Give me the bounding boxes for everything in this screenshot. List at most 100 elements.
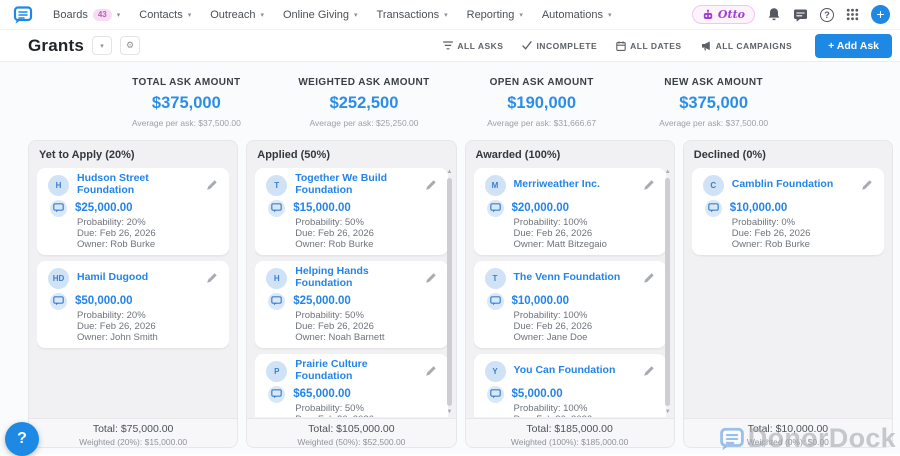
edit-pencil-icon[interactable] (861, 179, 873, 191)
nav-item-outreach[interactable]: Outreach ▾ (210, 9, 264, 21)
due-text: Due: Feb 26, 2026 (514, 321, 655, 332)
grant-name-link[interactable]: Camblin Foundation (732, 179, 853, 191)
nav-item-contacts[interactable]: Contacts ▾ (139, 9, 191, 21)
probability-text: Probability: 20% (77, 310, 218, 321)
grant-card[interactable]: Y You Can Foundation $5,000.00 Probabili… (474, 354, 666, 417)
edit-pencil-icon[interactable] (206, 179, 218, 191)
grant-card[interactable]: HD Hamil Dugood $50,000.00 Probability: … (37, 261, 229, 348)
column-footer: Total: $75,000.00 Weighted (20%): $15,00… (29, 418, 237, 447)
ask-amount[interactable]: $25,000.00 (293, 295, 351, 307)
board-switcher-button[interactable]: ▾ (92, 36, 112, 55)
ask-bubble-icon (50, 200, 67, 217)
ask-amount[interactable]: $5,000.00 (512, 388, 563, 400)
nav-item-transactions[interactable]: Transactions ▾ (377, 9, 448, 21)
grant-card[interactable]: T The Venn Foundation $10,000.00 Probabi… (474, 261, 666, 348)
grant-card[interactable]: C Camblin Foundation $10,000.00 Probabil… (692, 168, 884, 255)
grant-name-link[interactable]: Prairie Culture Foundation (295, 359, 416, 382)
grant-card[interactable]: H Helping Hands Foundation $25,000.00 Pr… (255, 261, 447, 348)
probability-text: Probability: 100% (514, 403, 655, 414)
quick-add-button[interactable]: + (871, 5, 890, 24)
edit-pencil-icon[interactable] (643, 365, 655, 377)
filter-all-dates[interactable]: ALL DATES (616, 41, 681, 51)
edit-pencil-icon[interactable] (643, 179, 655, 191)
column-scrollbar[interactable]: ▲ ▼ (663, 168, 673, 416)
scroll-down-icon[interactable]: ▼ (665, 408, 671, 416)
notifications-bell-icon[interactable] (767, 7, 781, 22)
grant-card[interactable]: M Merriweather Inc. $20,000.00 Probabili… (474, 168, 666, 255)
messages-icon[interactable] (793, 8, 808, 22)
scroll-up-icon[interactable]: ▲ (665, 168, 671, 176)
ask-amount[interactable]: $10,000.00 (730, 202, 788, 214)
stat-new-ask: NEW ASK AMOUNT $375,000 Average per ask:… (654, 77, 774, 128)
stats-row: TOTAL ASK AMOUNT $375,000 Average per as… (0, 62, 900, 128)
nav-item-reporting[interactable]: Reporting ▾ (467, 9, 523, 21)
scrollbar-thumb[interactable] (665, 178, 670, 406)
otto-assistant-button[interactable]: Otto (692, 5, 755, 24)
apps-grid-icon[interactable] (846, 8, 859, 21)
ask-bubble-icon (487, 386, 504, 403)
ask-amount[interactable]: $10,000.00 (512, 295, 570, 307)
add-ask-button[interactable]: + Add Ask (815, 34, 892, 58)
chevron-down-icon: ▾ (444, 11, 448, 19)
owner-text: Owner: Rob Burke (732, 239, 873, 250)
scrollbar-thumb[interactable] (447, 178, 452, 406)
filter-all-campaigns[interactable]: ALL CAMPAIGNS (701, 41, 793, 51)
grant-name-link[interactable]: Hamil Dugood (77, 272, 198, 284)
edit-pencil-icon[interactable] (425, 365, 437, 377)
edit-pencil-icon[interactable] (206, 272, 218, 284)
grant-card[interactable]: P Prairie Culture Foundation $65,000.00 … (255, 354, 447, 417)
column-cards: H Hudson Street Foundation $25,000.00 Pr… (37, 168, 229, 417)
column-footer: Total: $10,000.00 Weighted (0%): $0.00 (684, 418, 892, 447)
column-applied: Applied (50%) T Together We Build Founda… (246, 140, 456, 448)
owner-text: Owner: Jane Doe (514, 332, 655, 343)
probability-text: Probability: 0% (732, 217, 873, 228)
grant-name-link[interactable]: Helping Hands Foundation (295, 266, 416, 289)
chevron-down-icon: ▾ (354, 11, 358, 19)
help-question-icon[interactable]: ? (820, 8, 834, 22)
filter-incomplete[interactable]: INCOMPLETE (522, 41, 597, 51)
column-declined: Declined (0%) C Camblin Foundation $10,0… (683, 140, 893, 448)
grant-name-link[interactable]: Together We Build Foundation (295, 173, 416, 196)
scroll-down-icon[interactable]: ▼ (447, 408, 453, 416)
owner-text: Owner: Matt Bitzegaio (514, 239, 655, 250)
page-title: Grants (28, 36, 84, 56)
chevron-down-icon: ▾ (608, 11, 612, 19)
grant-name-link[interactable]: Merriweather Inc. (514, 179, 635, 191)
ask-amount[interactable]: $20,000.00 (512, 202, 570, 214)
filter-label: ALL DATES (630, 41, 681, 51)
grant-card[interactable]: T Together We Build Foundation $15,000.0… (255, 168, 447, 255)
grant-name-link[interactable]: The Venn Foundation (514, 272, 635, 284)
ask-amount[interactable]: $50,000.00 (75, 295, 133, 307)
stat-label: OPEN ASK AMOUNT (482, 77, 602, 88)
edit-pencil-icon[interactable] (425, 272, 437, 284)
edit-pencil-icon[interactable] (643, 272, 655, 284)
grant-name-link[interactable]: You Can Foundation (514, 365, 635, 377)
grant-card[interactable]: H Hudson Street Foundation $25,000.00 Pr… (37, 168, 229, 255)
ask-amount[interactable]: $15,000.00 (293, 202, 351, 214)
nav-item-boards[interactable]: Boards 43 ▾ (53, 9, 120, 21)
column-weighted: Weighted (20%): $15,000.00 (29, 437, 237, 447)
filter-all-asks[interactable]: ALL ASKS (443, 41, 503, 51)
column-title: Yet to Apply (20%) (29, 141, 237, 161)
scroll-up-icon[interactable]: ▲ (447, 168, 453, 176)
board-settings-gear-button[interactable]: ⚙ (120, 36, 140, 55)
nav-item-automations[interactable]: Automations ▾ (542, 9, 612, 21)
column-title: Declined (0%) (684, 141, 892, 161)
stat-value: $252,500 (298, 94, 429, 113)
ask-amount[interactable]: $65,000.00 (293, 388, 351, 400)
ask-amount[interactable]: $25,000.00 (75, 202, 133, 214)
donordock-logo-icon[interactable] (13, 5, 33, 25)
ask-bubble-icon (487, 200, 504, 217)
help-floating-button[interactable]: ? (5, 422, 39, 456)
column-footer: Total: $185,000.00 Weighted (100%): $185… (466, 418, 674, 447)
nav-item-online-giving[interactable]: Online Giving ▾ (283, 9, 358, 21)
grant-name-link[interactable]: Hudson Street Foundation (77, 173, 198, 196)
column-weighted: Weighted (50%): $52,500.00 (247, 437, 455, 447)
edit-pencil-icon[interactable] (425, 179, 437, 191)
nav-label: Outreach (210, 9, 255, 21)
stat-average: Average per ask: $37,500.00 (126, 118, 246, 128)
column-weighted: Weighted (100%): $185,000.00 (466, 437, 674, 447)
probability-text: Probability: 50% (295, 403, 436, 414)
column-scrollbar[interactable]: ▲ ▼ (445, 168, 455, 416)
column-title: Applied (50%) (247, 141, 455, 161)
